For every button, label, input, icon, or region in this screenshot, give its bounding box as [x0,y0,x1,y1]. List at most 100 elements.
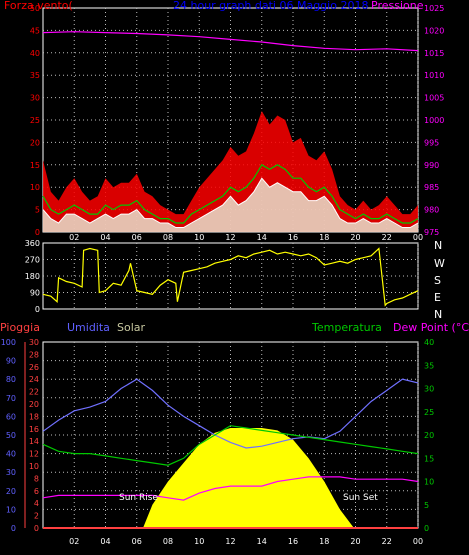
pressure-y-tick: 1010 [424,71,444,80]
wind-direction-line [42,247,419,307]
rain-y-tick: 6 [34,487,39,496]
wind-x-tick: 20 [350,233,360,242]
temperature-line [42,425,419,466]
pressure-y-tick: 980 [424,206,439,215]
pressure-y-tick: 995 [424,138,439,147]
compass-e: E [434,291,441,304]
compass-s: S [434,274,441,287]
dewpoint-legend: Dew Point (°C) [393,321,469,334]
rain-y-tick: 26 [29,363,39,372]
humidity-line [42,378,419,449]
humidity-y-tick: 60 [6,412,16,421]
humidity-legend: Umidita [67,321,110,334]
wind-x-tick: 18 [319,233,329,242]
temperature-legend: Temperatura [311,321,382,334]
temperature-y-tick: 15 [424,454,434,463]
humidity-y-tick: 20 [6,487,16,496]
wind-direction-panel: 0 90 180 270 360 N W S E N [25,239,445,321]
pressure-y-tick: 1000 [424,116,444,125]
temperature-y-tick: 10 [424,478,434,487]
wind-marks [42,31,419,232]
solar-area [143,428,354,528]
rain-y-tick: 16 [29,425,39,434]
pressure-line [42,31,419,52]
wind-speed-line [42,177,419,228]
wind-y-tick: 35 [30,71,40,80]
rain-y-tick: 4 [34,499,39,508]
climate-x-tick: 08 [163,537,173,546]
rain-legend: Pioggia [0,321,40,334]
climate-x-tick: 10 [194,537,204,546]
climate-x-tick: 22 [382,537,392,546]
humidity-y-tick: 0 [11,524,16,533]
compass-n-bottom: N [434,308,442,321]
rain-y-tick: 22 [29,388,39,397]
solar-legend: Solar [117,321,146,334]
climate-x-tick: 04 [100,537,110,546]
temperature-y-tick: 25 [424,408,434,417]
wind-x-tick: 16 [288,233,298,242]
pressure-y-tick: 1015 [424,49,444,58]
chart-title: 24 hour graph dati 06 Maggio 2018 [173,0,368,12]
speed-area [43,178,418,232]
pressure-y-tick: 990 [424,161,439,170]
wind-left-ticks: 0 5 10 15 20 25 30 35 40 45 50 [30,4,40,237]
wind-x-tick: 10 [194,233,204,242]
direction-ticks: 0 90 180 270 360 [25,239,40,314]
wind-y-tick: 10 [30,183,40,192]
temperature-y-tick: 0 [424,524,429,533]
rain-y-tick: 24 [29,375,39,384]
humidity-y-tick: 70 [6,394,16,403]
rain-y-tick: 0 [34,524,39,533]
humidity-y-tick: 10 [6,505,16,514]
temperature-ticks: 0 5 10 15 20 25 30 35 40 [424,338,434,533]
wind-y-tick: 15 [30,161,40,170]
sun-rise-label: Sun Rise [119,493,158,503]
rain-y-tick: 10 [29,462,39,471]
direction-marks [42,247,419,307]
pressure-right-ticks: 975 980 985 990 995 1000 1005 1010 1015 1020 1025 [424,4,444,237]
direction-y-tick: 0 [35,305,40,314]
wind-y-tick: 30 [30,94,40,103]
climate-x-tick: 06 [132,537,142,546]
climate-x-tick: 20 [350,537,360,546]
humidity-y-tick: 40 [6,450,16,459]
wind-x-tick: 02 [69,233,79,242]
humidity-y-tick: 30 [6,468,16,477]
humidity-y-tick: 50 [6,431,16,440]
climate-x-tick: 16 [288,537,298,546]
humidity-y-tick: 100 [1,338,16,347]
temperature-y-tick: 40 [424,338,434,347]
wind-x-tick: 08 [163,233,173,242]
wind-y-tick: 25 [30,116,40,125]
wind-y-tick: 5 [35,206,40,215]
temperature-y-tick: 30 [424,385,434,394]
temperature-y-tick: 20 [424,431,434,440]
rain-y-tick: 28 [29,350,39,359]
climate-x-tick: 02 [69,537,79,546]
compass-n-top: N [434,239,442,252]
wind-y-tick: 0 [35,228,40,237]
rain-y-tick: 8 [34,474,39,483]
climate-x-tick: 00 [413,537,423,546]
wind-x-tick: 12 [225,233,235,242]
humidity-y-tick: 90 [6,357,16,366]
rain-y-tick: 20 [29,400,39,409]
pressure-y-tick: 975 [424,228,439,237]
pressure-y-tick: 1005 [424,94,444,103]
climate-x-tick: 18 [319,537,329,546]
climate-x-tick: 12 [225,537,235,546]
temperature-y-tick: 5 [424,501,429,510]
wind-x-ticks: 02 04 06 08 10 12 14 16 18 20 22 00 [69,233,423,242]
rain-y-tick: 18 [29,412,39,421]
wind-x-tick: 00 [413,233,423,242]
rain-y-tick: 2 [34,512,39,521]
wind-y-tick: 40 [30,49,40,58]
wind-y-tick: 20 [30,138,40,147]
wind-x-tick: 14 [257,233,267,242]
compass-labels: N W S E N [434,239,445,321]
